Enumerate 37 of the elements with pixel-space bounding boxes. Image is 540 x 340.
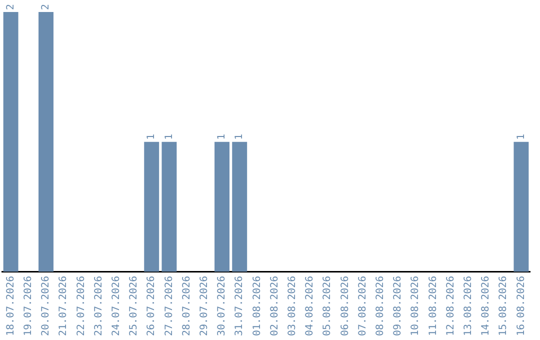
x-tick-label: 11.08.2026 <box>428 276 439 336</box>
x-tick-label: 13.08.2026 <box>462 276 474 336</box>
x-tick-label: 31.07.2026 <box>234 276 246 336</box>
x-tick-label: 25.07.2026 <box>128 276 140 336</box>
x-tick-label: 20.07.2026 <box>40 276 52 336</box>
x-tick-label: 03.08.2026 <box>286 276 298 336</box>
x-tick-label: 01.08.2026 <box>252 276 263 336</box>
x-tick-label: 15.08.2026 <box>498 276 510 336</box>
data-label: 1 <box>516 134 527 140</box>
x-tick-label: 28.07.2026 <box>181 276 192 336</box>
x-tick-label: 16.08.2026 <box>516 276 527 336</box>
x-tick-label: 12.08.2026 <box>445 276 456 336</box>
x-tick-label: 26.07.2026 <box>146 276 158 336</box>
x-tick-label: 09.08.2026 <box>392 276 404 336</box>
x-tick-label: 18.07.2026 <box>5 276 16 336</box>
x-tick-label: 27.07.2026 <box>164 276 175 336</box>
x-tick-label: 29.07.2026 <box>198 276 210 336</box>
x-tick-label: 23.07.2026 <box>93 276 104 336</box>
x-tick-label: 08.08.2026 <box>374 276 386 336</box>
x-tick-label: 24.07.2026 <box>110 276 122 336</box>
x-tick-label: 14.08.2026 <box>480 276 492 336</box>
x-tick-label: 05.08.2026 <box>322 276 334 336</box>
data-label: 1 <box>146 134 158 140</box>
x-tick-label: 21.07.2026 <box>58 276 70 336</box>
data-label: 2 <box>5 4 16 10</box>
x-tick-label: 06.08.2026 <box>340 276 351 336</box>
x-tick-label: 04.08.2026 <box>304 276 316 336</box>
x-tick-label: 10.08.2026 <box>410 276 422 336</box>
data-label: 1 <box>216 134 228 140</box>
x-tick-label: 19.07.2026 <box>22 276 34 336</box>
data-label: 1 <box>234 134 246 140</box>
data-label: 2 <box>40 4 52 10</box>
x-tick-label: 02.08.2026 <box>269 276 280 336</box>
data-label: 1 <box>164 134 175 140</box>
x-tick-label: 30.07.2026 <box>216 276 228 336</box>
x-tick-label: 22.07.2026 <box>76 276 87 336</box>
x-tick-label: 07.08.2026 <box>357 276 368 336</box>
